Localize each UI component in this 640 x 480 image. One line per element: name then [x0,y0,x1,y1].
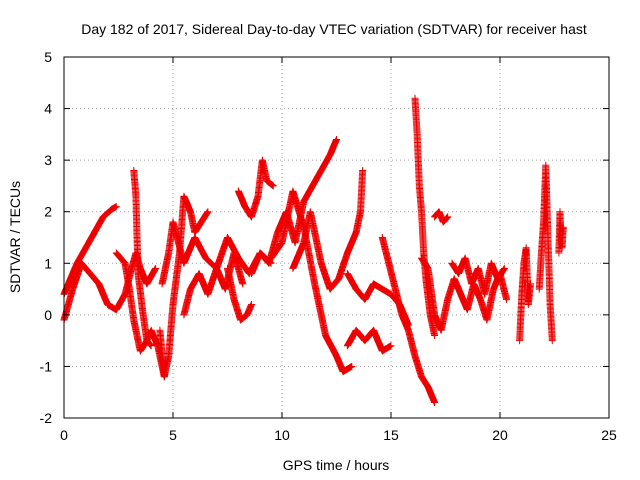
series-trace-m [343,326,395,355]
data-points [60,94,567,406]
series-trace-h [234,156,277,221]
x-tick-label: 10 [274,427,290,443]
x-tick-label: 5 [169,427,177,443]
x-tick-label: 15 [383,427,399,443]
series-trace-v [555,208,567,257]
axis-ticks: 0 5 10 15 20 25 -2 -1 0 1 2 3 4 5 [40,49,617,443]
plus-markers [289,167,367,293]
series-trace-l [289,167,367,293]
plus-markers [555,208,567,257]
series-trace-s [448,254,508,298]
y-tick-label: 4 [44,101,52,117]
y-tick-label: -1 [40,358,53,374]
plus-markers [431,208,452,226]
plus-markers [130,167,155,350]
y-tick-label: -2 [40,410,53,426]
series-trace-g [180,249,247,319]
plus-markers [180,249,247,319]
y-axis-label: SDTVAR / TECUs [7,181,23,293]
plus-markers [516,244,534,345]
x-tick-label: 0 [60,427,68,443]
series-trace-i [224,264,255,324]
series-trace-j [248,136,340,278]
plus-markers [234,156,277,221]
plus-markers [343,326,395,355]
x-tick-label: 20 [492,427,508,443]
plus-markers [535,161,556,345]
series-trace-t [516,244,534,345]
plus-markers [378,234,439,406]
chart-title: Day 182 of 2017, Sidereal Day-to-day VTE… [81,21,587,37]
grid-lines [64,57,609,418]
y-tick-label: 2 [44,204,52,220]
y-tick-label: 1 [44,255,52,271]
series-trace-o [378,234,439,406]
plus-markers [248,136,340,278]
plot-frame [63,56,610,419]
y-tick-label: 0 [44,307,52,323]
series-trace-u [535,161,556,345]
y-tick-label: 5 [44,49,52,65]
plus-markers [60,203,120,298]
series-trace-q [431,208,452,226]
series-trace-a [60,203,120,298]
x-tick-label: 25 [601,427,617,443]
series-trace-c [130,167,155,350]
plus-markers [448,254,508,298]
x-axis-label: GPS time / hours [283,457,390,473]
y-tick-label: 3 [44,152,52,168]
plus-markers [224,264,255,324]
